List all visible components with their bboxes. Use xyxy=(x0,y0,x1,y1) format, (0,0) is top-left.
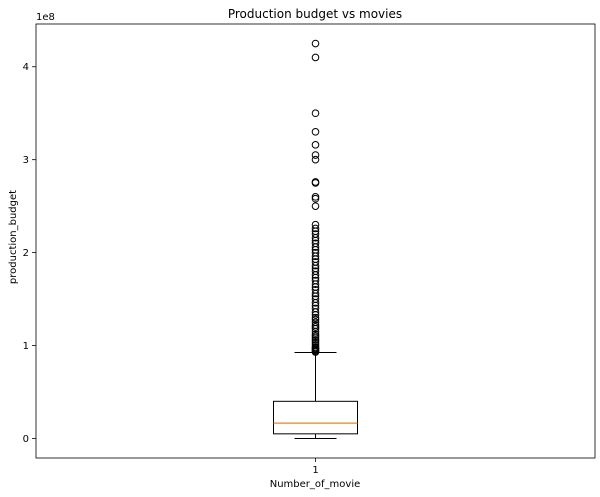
plot-area: 0 1 2 3 4 1 xyxy=(23,39,358,476)
y-tick-label: 0 xyxy=(23,434,29,445)
outlier-point xyxy=(311,202,320,210)
outlier-point xyxy=(311,318,320,327)
outlier-point xyxy=(311,53,320,62)
outlier-point xyxy=(311,220,320,229)
x-axis-label: Number_of_movie xyxy=(270,479,361,490)
outlier-point xyxy=(311,109,320,118)
y-tick-label: 4 xyxy=(23,62,29,73)
axes-frame xyxy=(35,23,596,459)
outlier-point xyxy=(311,239,320,248)
outlier-point xyxy=(311,248,320,257)
y-axis-offset-label: 1e8 xyxy=(36,12,55,23)
outlier-point xyxy=(311,295,320,303)
outlier-point xyxy=(311,276,320,285)
box-iqr xyxy=(273,400,358,435)
x-tick-label: 1 xyxy=(312,465,318,476)
outlier-point xyxy=(311,304,320,313)
outlier-point xyxy=(311,224,320,233)
outlier-point xyxy=(311,151,320,159)
outlier-point xyxy=(311,285,320,294)
outlier-point xyxy=(311,330,320,339)
outlier-point xyxy=(311,267,320,276)
outlier-point xyxy=(311,230,320,238)
y-tick-label: 1 xyxy=(23,341,29,352)
outlier-point xyxy=(311,321,320,329)
outlier-point xyxy=(311,39,320,48)
outlier-point xyxy=(311,193,320,201)
outlier-point xyxy=(311,128,320,136)
outlier-point xyxy=(311,141,320,149)
y-tick-label: 2 xyxy=(23,248,29,259)
y-tick-label: 3 xyxy=(23,155,29,166)
outlier-point xyxy=(311,313,320,322)
outlier-point xyxy=(311,258,320,266)
outlier-point xyxy=(311,178,320,186)
chart-title: Production budget vs movies xyxy=(228,7,402,21)
outlier-point xyxy=(311,155,320,164)
y-axis-label: production_budget xyxy=(8,190,19,284)
